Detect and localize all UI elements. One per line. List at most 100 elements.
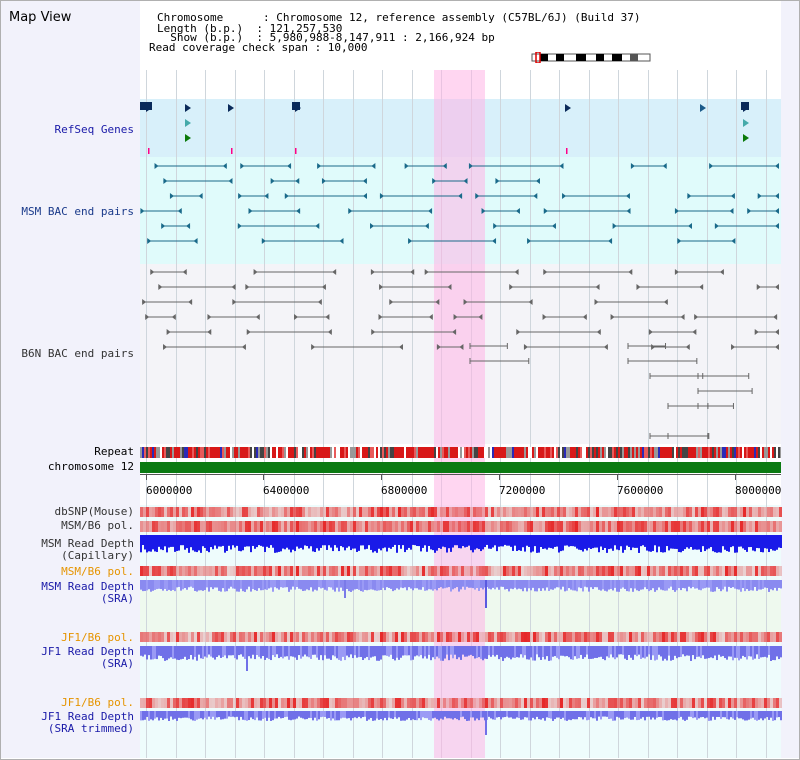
track-label-jf1-b6-pol-1[interactable]: JF1/B6 pol. <box>61 631 134 644</box>
depth-bin <box>626 535 628 546</box>
polymorphism-bin <box>596 521 599 532</box>
track-label-msm-depth-capillary[interactable]: MSM Read Depth (Capillary) <box>41 537 134 562</box>
depth-bin <box>486 646 488 659</box>
depth-bin <box>714 535 716 553</box>
depth-bin <box>214 646 216 660</box>
depth-bin <box>250 711 252 718</box>
repeat-segment <box>532 447 534 458</box>
polymorphism-bin <box>572 521 575 532</box>
polymorphism-bin <box>239 632 242 642</box>
polymorphism-bin <box>308 632 311 642</box>
repeat-segment <box>580 447 582 458</box>
polymorphism-bin <box>464 507 467 517</box>
depth-bin <box>740 646 742 659</box>
polymorphism-bin <box>623 698 626 708</box>
depth-bin <box>156 711 158 718</box>
polymorphism-bin <box>614 507 617 517</box>
polymorphism-bin <box>320 521 323 532</box>
track-label-msm-depth-sra[interactable]: MSM Read Depth (SRA) <box>41 580 134 605</box>
polymorphism-bin <box>155 507 158 517</box>
repeat-segment <box>470 447 472 458</box>
polymorphism-bin <box>491 521 494 532</box>
polymorphism-bin <box>152 566 155 576</box>
track-label-msm-b6-pol-2[interactable]: MSM/B6 pol. <box>61 565 134 578</box>
depth-bin <box>458 646 460 658</box>
repeat-segment <box>684 447 686 458</box>
depth-bin <box>426 711 428 719</box>
track-label-dbsnp[interactable]: dbSNP(Mouse) <box>54 505 134 518</box>
depth-bin <box>296 580 298 587</box>
repeat-segment <box>772 447 774 458</box>
polymorphism-bin <box>584 698 587 708</box>
repeat-segment <box>566 447 568 458</box>
depth-bin <box>256 646 258 656</box>
polymorphism-bin <box>632 566 635 576</box>
polymorphism-bin <box>179 507 182 517</box>
depth-bin <box>372 711 374 721</box>
depth-bin <box>514 580 516 588</box>
track-label-b6n-bac[interactable]: B6N BAC end pairs <box>21 347 134 360</box>
polymorphism-bin <box>623 632 626 642</box>
polymorphism-bin <box>380 632 383 642</box>
depth-bin <box>756 646 758 655</box>
polymorphism-bin <box>182 521 185 532</box>
depth-bin <box>686 646 688 656</box>
polymorphism-bin <box>446 566 449 576</box>
track-label-jf1-b6-pol-2[interactable]: JF1/B6 pol. <box>61 696 134 709</box>
depth-bin <box>702 535 704 547</box>
depth-bin <box>718 646 720 655</box>
depth-bin <box>560 535 562 552</box>
bac-end-marker <box>533 193 538 199</box>
polymorphism-bin <box>230 632 233 642</box>
repeat-segment <box>430 447 432 458</box>
track-label-jf1-depth-sra[interactable]: JF1 Read Depth (SRA) <box>41 645 134 670</box>
track-label-msm-bac[interactable]: MSM BAC end pairs <box>21 205 134 218</box>
bac-end-marker <box>775 284 779 290</box>
track-label-refseq[interactable]: RefSeq Genes <box>54 123 134 136</box>
polymorphism-bin <box>506 521 509 532</box>
polymorphism-bin <box>371 566 374 576</box>
depth-bin <box>560 580 562 590</box>
polymorphism-bin <box>329 521 332 532</box>
repeat-segment <box>548 447 550 458</box>
depth-bin <box>640 646 642 659</box>
polymorphism-bin <box>254 632 257 642</box>
bac-end-marker <box>248 208 253 214</box>
depth-bin <box>210 580 212 588</box>
polymorphism-bin <box>515 566 518 576</box>
depth-bin <box>278 535 280 552</box>
chromosome-ideogram[interactable] <box>530 52 652 63</box>
polymorphism-bin <box>557 507 560 517</box>
polymorphism-bin <box>422 507 425 517</box>
track-label-msm-b6-pol-1[interactable]: MSM/B6 pol. <box>61 519 134 532</box>
polymorphism-bin <box>332 521 335 532</box>
repeat-segment <box>774 447 776 458</box>
polymorphism-bin <box>320 698 323 708</box>
repeat-segment <box>142 447 144 458</box>
depth-bin <box>334 580 336 592</box>
track-label-jf1-depth-trimmed[interactable]: JF1 Read Depth (SRA trimmed) <box>41 710 134 735</box>
polymorphism-bin <box>248 507 251 517</box>
depth-bin <box>778 580 780 588</box>
polymorphism-bin <box>665 632 668 642</box>
depth-bin <box>424 535 426 546</box>
depth-bin <box>628 711 630 719</box>
depth-bin <box>234 535 236 548</box>
polymorphism-bin <box>449 566 452 576</box>
depth-bin <box>198 535 200 551</box>
repeat-segment <box>182 447 184 458</box>
polymorphism-bin <box>617 521 620 532</box>
polymorphism-bin <box>203 698 206 708</box>
repeat-segment <box>514 447 516 458</box>
repeat-segment <box>508 447 510 458</box>
depth-bin <box>564 580 566 592</box>
depth-bin <box>226 711 228 719</box>
selected-region-highlight[interactable] <box>434 70 485 758</box>
depth-bin <box>362 535 364 546</box>
polymorphism-bin <box>734 632 737 642</box>
polymorphism-bin <box>197 507 200 517</box>
depth-bin <box>780 580 782 589</box>
bac-end-marker <box>145 314 150 320</box>
polymorphism-bin <box>221 507 224 517</box>
